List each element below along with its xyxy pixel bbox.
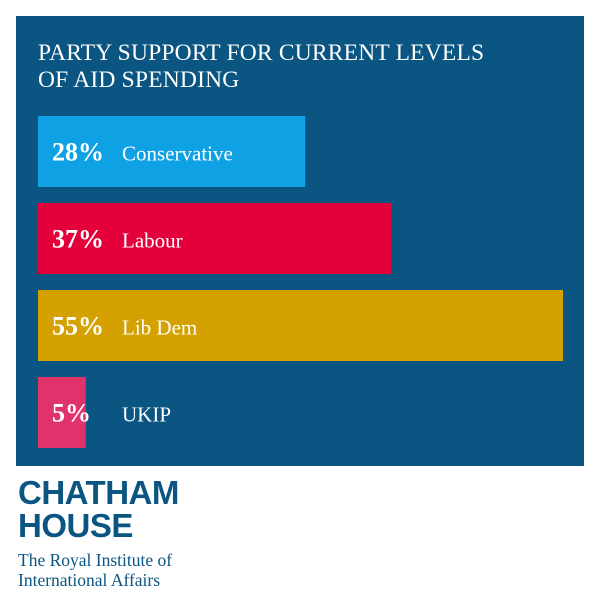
- bar-value-label-lib-dem: 55%: [52, 312, 104, 341]
- chart-title-line-1: PARTY SUPPORT FOR CURRENT LEVELS: [38, 40, 485, 66]
- bar-group-ukip: 5% UKIP: [38, 377, 171, 448]
- logo-subtitle-line-2: International Affairs: [18, 570, 161, 590]
- chatham-house-logo: CHATHAM HOUSE The Royal Institute of Int…: [18, 476, 179, 590]
- bar-group-lib-dem: 55% Lib Dem: [38, 290, 563, 361]
- bar-category-label-lib-dem: Lib Dem: [122, 316, 197, 340]
- bar-value-label-ukip: 5%: [52, 399, 91, 428]
- bar-group-conservative: 28% Conservative: [38, 116, 306, 187]
- bar-category-label-ukip: UKIP: [122, 403, 171, 427]
- bar-category-label-conservative: Conservative: [122, 142, 233, 166]
- bar-value-label-labour: 37%: [52, 225, 104, 254]
- logo-subtitle-line-1: The Royal Institute of: [18, 550, 173, 570]
- chart-title-line-2: OF AID SPENDING: [38, 67, 240, 93]
- bar-value-label-conservative: 28%: [52, 138, 104, 167]
- bar-category-label-labour: Labour: [122, 229, 183, 253]
- logo-word-line-2: HOUSE: [18, 507, 133, 544]
- chart-panel: PARTY SUPPORT FOR CURRENT LEVELS OF AID …: [16, 16, 584, 466]
- bar-conservative: [38, 116, 306, 187]
- chart-title: PARTY SUPPORT FOR CURRENT LEVELS OF AID …: [38, 40, 578, 94]
- bar-ukip: [38, 377, 86, 448]
- logo-word-line-1: CHATHAM: [18, 474, 179, 511]
- bar-labour: [38, 203, 392, 274]
- bar-chart: 28% Conservative 37% Labour 55% Lib Dem 5% UKIP: [38, 116, 563, 448]
- bar-group-labour: 37% Labour: [38, 203, 392, 274]
- bar-lib-dem: [38, 290, 563, 361]
